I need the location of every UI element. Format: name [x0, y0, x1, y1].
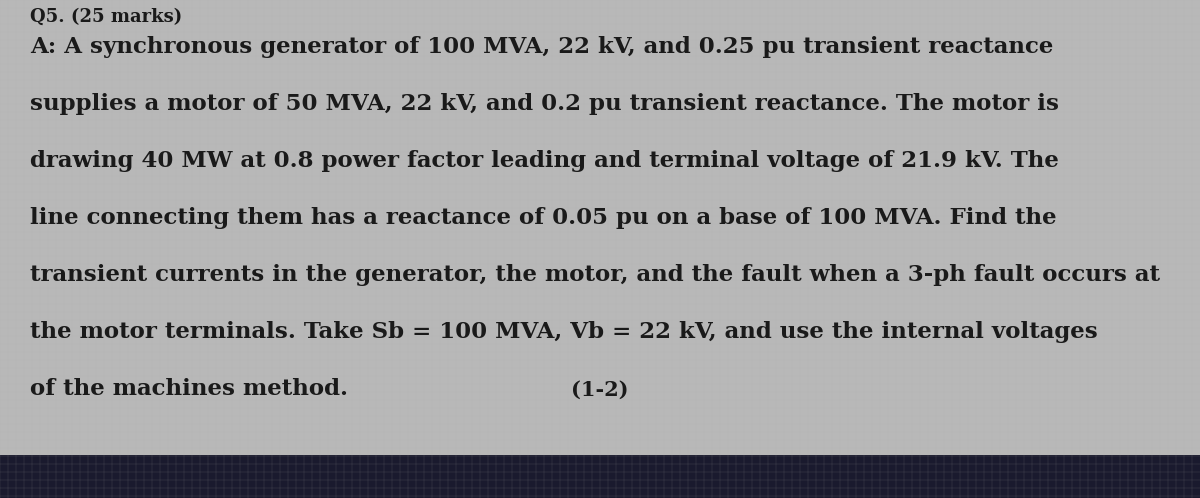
Text: line connecting them has a reactance of 0.05 pu on a base of 100 MVA. Find the: line connecting them has a reactance of … — [30, 207, 1057, 229]
Text: transient currents in the generator, the motor, and the fault when a 3-ph fault : transient currents in the generator, the… — [30, 264, 1160, 286]
Text: drawing 40 MW at 0.8 power factor leading and terminal voltage of 21.9 kV. The: drawing 40 MW at 0.8 power factor leadin… — [30, 150, 1058, 172]
Text: (1-2): (1-2) — [571, 380, 629, 400]
Text: of the machines method.: of the machines method. — [30, 378, 348, 400]
Text: A: A synchronous generator of 100 MVA, 22 kV, and 0.25 pu transient reactance: A: A synchronous generator of 100 MVA, 2… — [30, 36, 1054, 58]
Bar — [0, 455, 1200, 498]
Text: the motor terminals. Take Sb = 100 MVA, Vb = 22 kV, and use the internal voltage: the motor terminals. Take Sb = 100 MVA, … — [30, 321, 1098, 343]
Text: Q5. (25 marks): Q5. (25 marks) — [30, 8, 182, 26]
Text: supplies a motor of 50 MVA, 22 kV, and 0.2 pu transient reactance. The motor is: supplies a motor of 50 MVA, 22 kV, and 0… — [30, 93, 1060, 115]
